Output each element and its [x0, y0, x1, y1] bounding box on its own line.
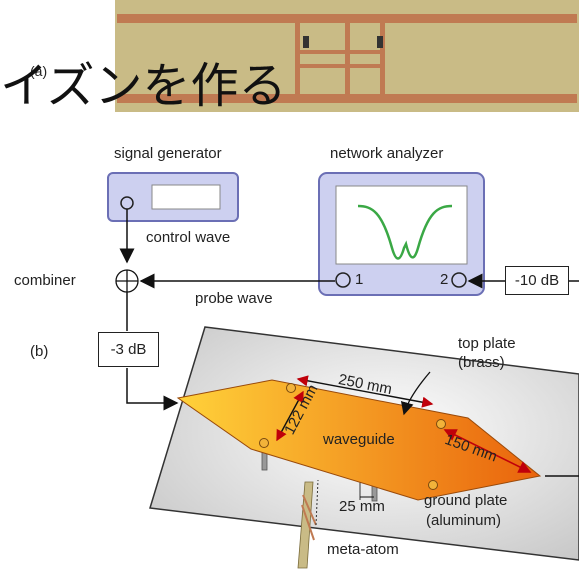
waveguide-label: waveguide	[323, 431, 395, 448]
top-plate-pointer	[400, 371, 431, 416]
top-plate-material-label: (brass)	[458, 354, 505, 371]
network-analyzer-screen	[335, 185, 468, 265]
dim-150-arrow	[443, 429, 532, 473]
port-1	[335, 272, 351, 288]
signal-generator-display	[151, 184, 221, 210]
component-1	[303, 36, 309, 48]
meta-atom-strip	[297, 481, 314, 569]
port-2	[451, 272, 467, 288]
transmission-curve	[357, 204, 453, 260]
probe-wave-label: probe wave	[195, 290, 273, 307]
meta-atom-insertion-dashes	[315, 479, 319, 526]
top-plate-label: top plate	[458, 335, 516, 352]
panel-b-label: (b)	[30, 343, 49, 360]
attenuator-to-waveguide-line	[126, 368, 179, 411]
component-2	[377, 36, 383, 48]
network-analyzer-label: network analyzer	[330, 145, 444, 162]
panel-a-label: (a)	[30, 63, 48, 79]
dim-25-label: 25 mm	[339, 498, 385, 515]
attenuator-10db: -10 dB	[505, 266, 569, 295]
meta-atom-label: meta-atom	[327, 541, 399, 558]
port-1-label: 1	[355, 271, 364, 288]
combiner-label: combiner	[14, 272, 76, 289]
port-2-label: 2	[440, 271, 449, 288]
overlay-title: イズンを作る	[0, 58, 287, 114]
copper-bottom-strip	[117, 94, 577, 103]
attenuator-3db: -3 dB	[98, 332, 159, 367]
control-wave-label: control wave	[146, 229, 231, 246]
ground-plate-material-label: (aluminum)	[426, 512, 502, 529]
dim-122-arrow	[276, 390, 304, 442]
ground-plate-label: ground plate	[424, 492, 508, 509]
signal-generator-label: signal generator	[114, 145, 222, 162]
meta-atom-board-photo	[115, 0, 579, 112]
copper-top-strip	[117, 14, 577, 23]
